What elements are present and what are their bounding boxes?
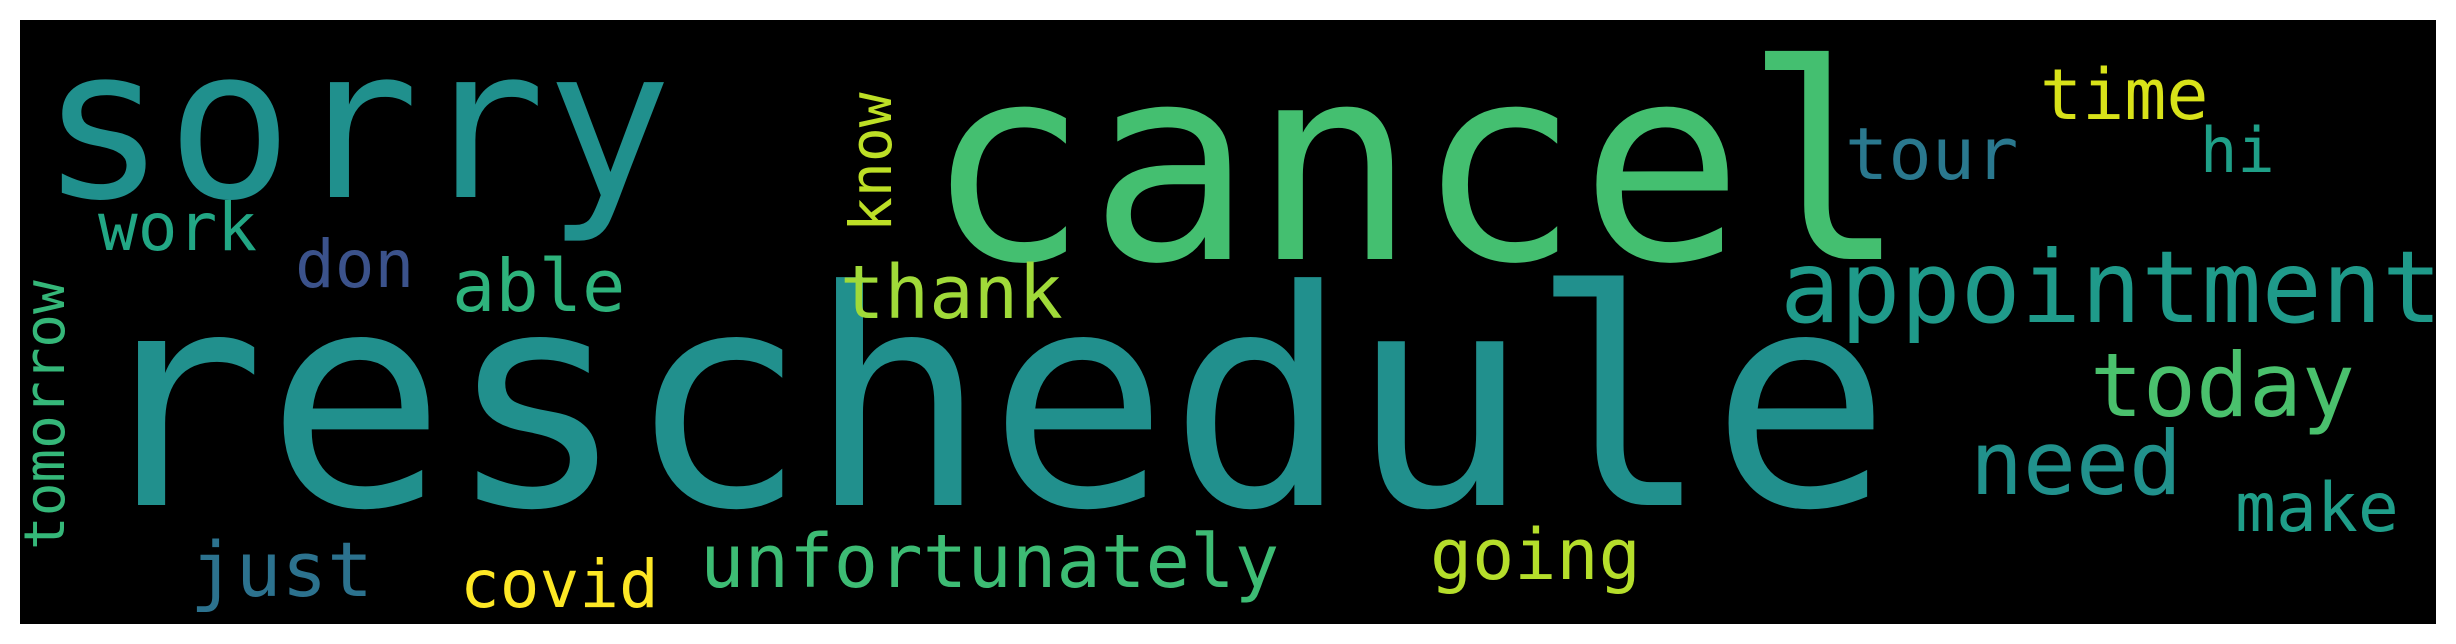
word-sorry: sorry <box>40 20 673 247</box>
word-appointment: appointment <box>1780 229 2436 346</box>
word-thank: thank <box>840 250 1063 336</box>
word-tomorrow: tomorrow <box>20 280 78 550</box>
word-time: time <box>2040 54 2209 136</box>
word-work: work <box>98 189 257 266</box>
word-going: going <box>1430 514 1641 596</box>
word-cancel: cancel <box>925 20 1908 324</box>
word-just: just <box>190 525 374 614</box>
word-covid: covid <box>460 546 659 623</box>
word-unfortunately: unfortunately <box>700 519 1280 605</box>
word-hi: hi <box>2200 114 2275 187</box>
word-able: able <box>452 244 626 328</box>
word-tour: tour <box>1845 112 2019 196</box>
word-cloud: reschedule cancel sorry appointment toda… <box>20 20 2436 624</box>
word-know: know <box>837 92 905 232</box>
word-reschedule: reschedule <box>85 227 1892 576</box>
word-today: today <box>2090 334 2355 437</box>
word-need: need <box>1970 412 2182 515</box>
word-don: don <box>295 226 415 303</box>
word-make: make <box>2235 469 2399 548</box>
